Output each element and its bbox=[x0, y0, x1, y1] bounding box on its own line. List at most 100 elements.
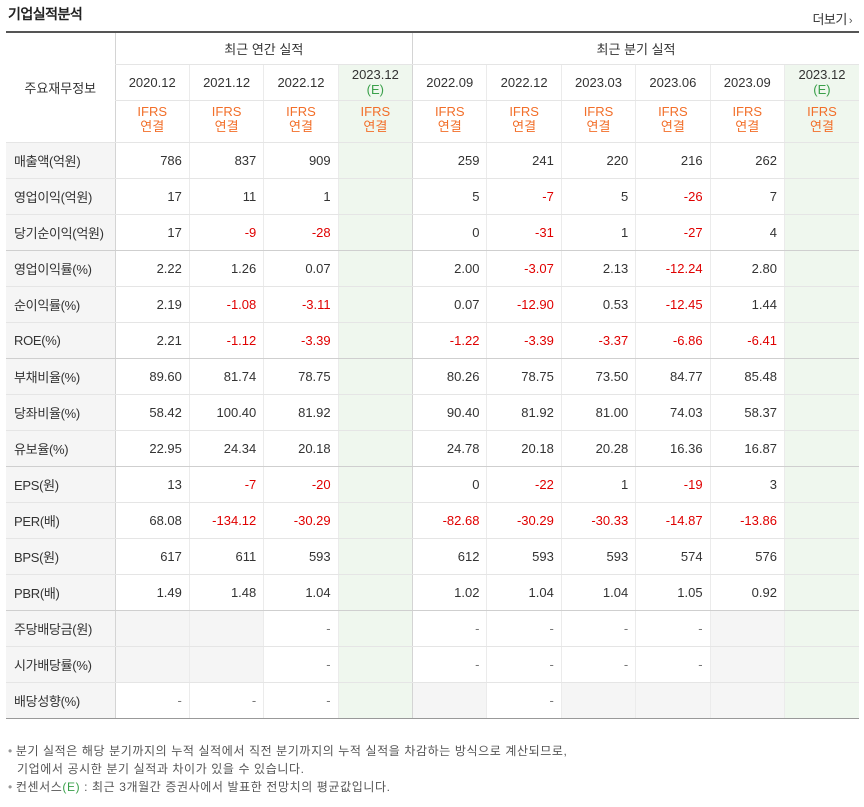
period-header-quarter-0: 2022.09 bbox=[412, 64, 487, 101]
ifrs-label-quarter-3: IFRS 연결 bbox=[635, 100, 711, 143]
footnote-1: • 분기 실적은 해당 분기까지의 누적 실적에서 직전 분기까지의 누적 실적을… bbox=[8, 744, 568, 758]
value-cell: -28 bbox=[263, 214, 339, 251]
value-cell: 5 bbox=[412, 178, 487, 215]
value-cell: -27 bbox=[635, 214, 711, 251]
more-link[interactable]: 더보기 › bbox=[812, 9, 852, 28]
value-cell: -20 bbox=[263, 466, 339, 503]
value-cell: - bbox=[412, 646, 487, 683]
estimate-cell bbox=[337, 430, 413, 467]
period-header-annual-1: 2021.12 bbox=[188, 64, 264, 101]
value-cell: 617 bbox=[114, 538, 190, 575]
estimate-cell bbox=[783, 358, 859, 395]
estimate-cell bbox=[783, 574, 859, 611]
period-header-quarter-2: 2023.03 bbox=[560, 64, 636, 101]
value-cell bbox=[709, 610, 785, 647]
value-cell: 259 bbox=[412, 142, 487, 179]
row-label: EPS(원) bbox=[6, 466, 116, 503]
estimate-cell bbox=[783, 250, 859, 287]
value-cell: 81.00 bbox=[560, 394, 636, 431]
value-cell: 84.77 bbox=[635, 358, 711, 395]
value-cell: 81.74 bbox=[188, 358, 264, 395]
table-row: 부채비율(%) 89.60 81.74 78.75 80.26 78.75 73.50 84.… bbox=[6, 358, 859, 395]
value-cell: -3.37 bbox=[560, 322, 636, 359]
value-cell: -7 bbox=[188, 466, 264, 503]
estimate-cell bbox=[783, 430, 859, 467]
value-cell: 20.18 bbox=[486, 430, 562, 467]
value-cell: - bbox=[486, 610, 562, 647]
row-label: ROE(%) bbox=[6, 322, 116, 359]
value-cell: -3.39 bbox=[263, 322, 339, 359]
table-row: 순이익률(%) 2.19 -1.08 -3.11 0.07 -12.90 0.53 -12.4… bbox=[6, 286, 859, 323]
row-label: 유보율(%) bbox=[6, 430, 116, 467]
value-cell: 81.92 bbox=[486, 394, 562, 431]
value-cell: - bbox=[263, 646, 339, 683]
value-cell: -12.24 bbox=[635, 250, 711, 287]
estimate-cell bbox=[337, 142, 413, 179]
estimate-cell bbox=[783, 466, 859, 503]
ifrs-label-quarter-2: IFRS 연결 bbox=[560, 100, 636, 143]
value-cell: 81.92 bbox=[263, 394, 339, 431]
value-cell: -30.29 bbox=[263, 502, 339, 539]
estimate-cell bbox=[783, 502, 859, 539]
estimate-cell bbox=[337, 178, 413, 215]
estimate-cell bbox=[783, 286, 859, 323]
chevron-right-icon: › bbox=[848, 15, 853, 27]
value-cell: 1.04 bbox=[263, 574, 339, 611]
value-cell bbox=[114, 610, 190, 647]
footnote-2: • 컨센서스(E) : 최근 3개월간 증권사에서 발표한 전망치의 평균값입니다… bbox=[8, 780, 391, 794]
value-cell: -6.41 bbox=[709, 322, 785, 359]
value-cell bbox=[560, 682, 636, 719]
period-header-quarter-5: 2023.12 (E) bbox=[783, 64, 859, 101]
value-cell: 17 bbox=[114, 214, 190, 251]
value-cell: 0.92 bbox=[709, 574, 785, 611]
row-label: 부채비율(%) bbox=[6, 358, 116, 395]
value-cell: 1.05 bbox=[635, 574, 711, 611]
value-cell: 78.75 bbox=[263, 358, 339, 395]
value-cell: - bbox=[412, 610, 487, 647]
value-cell bbox=[188, 610, 264, 647]
value-cell bbox=[635, 682, 711, 719]
value-cell: 20.18 bbox=[263, 430, 339, 467]
value-cell: 22.95 bbox=[114, 430, 190, 467]
footnote-1-cont: 기업에서 공시한 분기 실적과 차이가 있을 수 있습니다. bbox=[17, 762, 305, 776]
value-cell: 2.13 bbox=[560, 250, 636, 287]
estimate-cell bbox=[337, 466, 413, 503]
row-label: 순이익률(%) bbox=[6, 286, 116, 323]
value-cell: 100.40 bbox=[188, 394, 264, 431]
value-cell: 593 bbox=[560, 538, 636, 575]
value-cell: 262 bbox=[709, 142, 785, 179]
value-cell: 7 bbox=[709, 178, 785, 215]
value-cell: -13.86 bbox=[709, 502, 785, 539]
estimate-cell bbox=[783, 646, 859, 683]
title-divider bbox=[6, 31, 859, 33]
period-header-quarter-1: 2022.12 bbox=[486, 64, 562, 101]
estimate-cell bbox=[337, 250, 413, 287]
value-cell: 1.04 bbox=[486, 574, 562, 611]
estimate-cell bbox=[337, 394, 413, 431]
value-cell: -19 bbox=[635, 466, 711, 503]
value-cell: -3.39 bbox=[486, 322, 562, 359]
value-cell: 0 bbox=[412, 214, 487, 251]
table-row: PBR(배) 1.49 1.48 1.04 1.02 1.04 1.04 1.05 0.92 bbox=[6, 574, 859, 611]
value-cell: 1.02 bbox=[412, 574, 487, 611]
section-title: 기업실적분석 bbox=[8, 6, 83, 22]
row-label: 영업이익(억원) bbox=[6, 178, 116, 215]
estimate-cell bbox=[337, 502, 413, 539]
value-cell: -31 bbox=[486, 214, 562, 251]
estimate-cell bbox=[783, 394, 859, 431]
bullet-icon: • bbox=[8, 744, 13, 758]
value-cell: 24.34 bbox=[188, 430, 264, 467]
value-cell bbox=[412, 682, 487, 719]
value-cell: 73.50 bbox=[560, 358, 636, 395]
value-cell bbox=[188, 646, 264, 683]
value-cell: -82.68 bbox=[412, 502, 487, 539]
value-cell: -1.22 bbox=[412, 322, 487, 359]
value-cell: 68.08 bbox=[114, 502, 190, 539]
value-cell: 2.80 bbox=[709, 250, 785, 287]
estimate-cell bbox=[337, 358, 413, 395]
row-label: BPS(원) bbox=[6, 538, 116, 575]
value-cell: - bbox=[114, 682, 190, 719]
value-cell: 90.40 bbox=[412, 394, 487, 431]
value-cell: 0.07 bbox=[412, 286, 487, 323]
table-row: EPS(원) 13 -7 -20 0 -22 1 -19 3 bbox=[6, 466, 859, 503]
